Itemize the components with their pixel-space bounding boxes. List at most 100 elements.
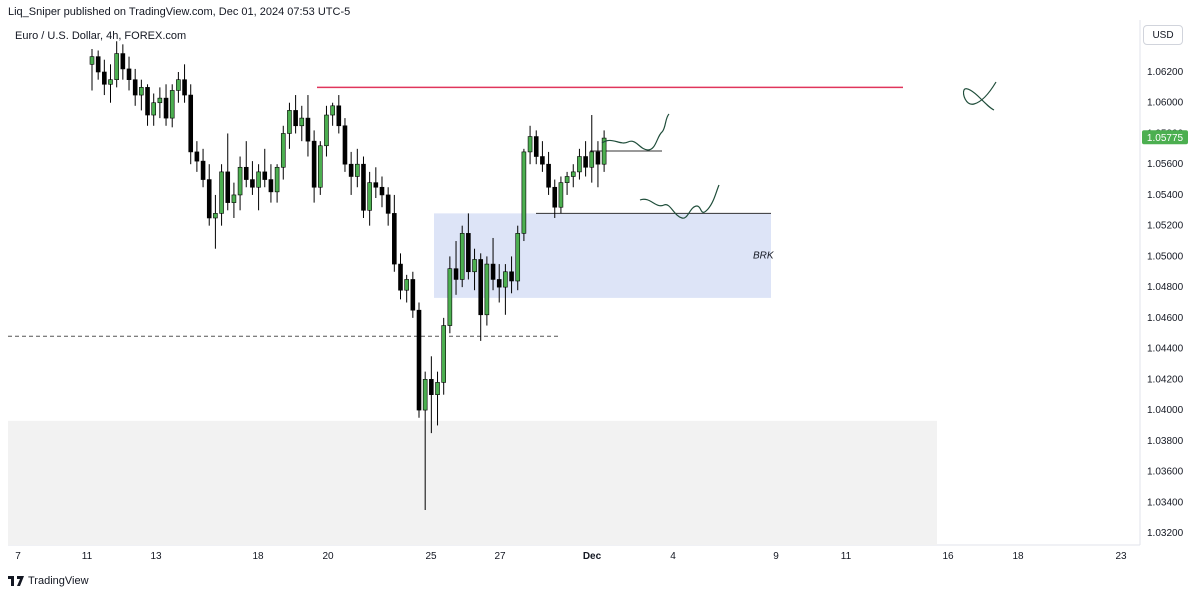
candle-bearish (163, 97, 169, 119)
candle-bearish (361, 163, 366, 211)
symbol-title: Euro / U.S. Dollar, 4h, FOREX.com (15, 30, 187, 42)
time-axis[interactable]: 7 11 13 18 20 25 27 Dec 4 9 11 16 18 23 (15, 551, 1127, 562)
candle-bullish (577, 156, 582, 173)
candle-bearish (533, 136, 539, 157)
currency-button[interactable]: USD (1143, 25, 1183, 45)
candle-bearish (182, 79, 187, 96)
candle-bearish (250, 179, 255, 188)
candle-bearish (120, 53, 126, 70)
candle-bearish (305, 117, 311, 142)
candle-bullish (404, 279, 409, 291)
candle-bearish (583, 156, 588, 168)
candle-bearish (385, 194, 391, 214)
candle-bearish (595, 151, 601, 165)
candle-bullish (169, 90, 175, 119)
candle-bearish (373, 182, 379, 188)
last-price-badge: 1.05775 (1142, 130, 1188, 145)
candle-bullish (139, 87, 144, 96)
candle-bearish (429, 379, 434, 396)
footer-brand[interactable]: TradingView (8, 575, 89, 587)
candle-bearish (410, 279, 416, 311)
candle-bullish (484, 263, 490, 316)
candle-bearish (194, 151, 200, 162)
price-tick-label: 1.03800 (1147, 436, 1184, 447)
candle-bullish (521, 151, 527, 234)
candle-bullish (176, 79, 181, 91)
candle-bullish (317, 145, 323, 188)
candle-bullish (108, 79, 113, 85)
candle-bullish (515, 233, 521, 282)
price-tick-label: 1.06200 (1147, 67, 1184, 78)
candle-bearish (262, 171, 268, 180)
candle-bullish (503, 271, 508, 288)
tradingview-logo-icon (8, 576, 24, 586)
candle-bearish (509, 271, 514, 282)
candle-bearish (95, 56, 101, 73)
candle-bearish (496, 279, 502, 288)
candle-bullish (151, 102, 156, 116)
candle-bullish (589, 151, 595, 168)
candle-bearish (200, 160, 206, 180)
time-tick-label: 23 (1115, 551, 1127, 562)
candle-bearish (268, 179, 274, 193)
candle-bearish (145, 87, 150, 116)
time-tick-label: 27 (494, 551, 506, 562)
candle-bullish (441, 325, 446, 383)
candle-bearish (546, 163, 551, 188)
price-axis[interactable]: 1.062001.060001.058001.056001.054001.052… (1147, 67, 1184, 539)
price-tick-label: 1.04200 (1147, 374, 1184, 385)
time-tick-label: Dec (583, 551, 602, 562)
candle-bullish (564, 176, 570, 183)
candle-bullish (422, 379, 428, 411)
price-tick-label: 1.05400 (1147, 190, 1184, 201)
time-tick-label: 7 (15, 551, 21, 562)
candle-bullish (459, 233, 465, 280)
time-tick-label: 9 (773, 551, 779, 562)
projection-squiggle-lower (639, 184, 720, 219)
candle-bullish (330, 105, 335, 116)
price-tick-label: 1.03600 (1147, 467, 1184, 478)
price-tick-label: 1.04600 (1147, 313, 1184, 324)
candle-bullish (274, 166, 280, 193)
candle-bullish (435, 382, 440, 396)
candle-bearish (311, 140, 317, 188)
candle-bullish (219, 171, 224, 214)
brk-zone (434, 213, 771, 298)
candle-bullish (601, 137, 607, 165)
price-tick-label: 1.03400 (1147, 497, 1184, 508)
candle-bearish (416, 309, 422, 411)
candle-bullish (472, 259, 477, 273)
candle-bearish (552, 186, 558, 208)
price-tick-label: 1.04800 (1147, 282, 1184, 293)
candle-bearish (392, 213, 397, 265)
time-tick-label: 18 (1012, 551, 1024, 562)
projection-squiggle-upper (601, 113, 670, 151)
candle-bearish (102, 71, 107, 85)
candle-bearish (478, 259, 484, 316)
candle-bearish (336, 105, 342, 127)
candle-bullish (256, 171, 261, 188)
price-tick-label: 1.04400 (1147, 344, 1184, 355)
price-tick-label: 1.05200 (1147, 221, 1184, 232)
time-tick-label: 20 (322, 551, 334, 562)
candle-bullish (157, 97, 163, 104)
candle-bullish (280, 133, 286, 168)
candle-bearish (490, 263, 496, 280)
candle-bullish (570, 171, 576, 177)
price-tick-label: 1.05000 (1147, 251, 1184, 262)
candle-bullish (299, 117, 305, 127)
candle-bearish (243, 166, 249, 180)
hand-drawn-alpha-icon (962, 81, 997, 111)
candle-bearish (398, 263, 403, 291)
candle-bullish (367, 182, 372, 211)
time-tick-label: 18 (252, 551, 264, 562)
price-tick-label: 1.06000 (1147, 98, 1184, 109)
candle-bearish (225, 171, 231, 203)
candle-bullish (324, 114, 329, 147)
brk-zone-label: BRK (753, 251, 775, 262)
candle-bullish (89, 56, 95, 65)
candle-bearish (540, 156, 545, 165)
candle-bullish (114, 53, 119, 80)
candle-bearish (188, 94, 194, 153)
